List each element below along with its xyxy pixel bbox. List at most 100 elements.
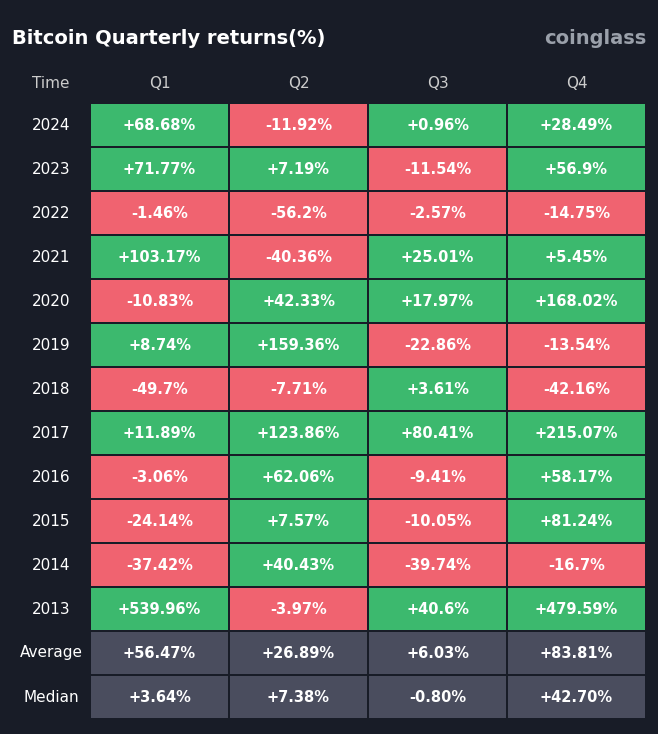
Text: +123.86%: +123.86% bbox=[257, 426, 340, 440]
Bar bbox=[91, 676, 228, 718]
Bar bbox=[230, 412, 367, 454]
Bar bbox=[230, 236, 367, 278]
Bar bbox=[91, 456, 228, 498]
Text: +7.57%: +7.57% bbox=[267, 514, 330, 528]
Text: -11.54%: -11.54% bbox=[404, 161, 471, 176]
Text: +58.17%: +58.17% bbox=[540, 470, 613, 484]
Text: +40.43%: +40.43% bbox=[262, 558, 335, 573]
Bar bbox=[369, 412, 506, 454]
Text: +42.33%: +42.33% bbox=[262, 294, 335, 308]
Text: +71.77%: +71.77% bbox=[123, 161, 196, 176]
Text: +56.9%: +56.9% bbox=[545, 161, 608, 176]
Text: coinglass: coinglass bbox=[544, 29, 646, 48]
Bar bbox=[91, 500, 228, 542]
Text: Median: Median bbox=[23, 689, 79, 705]
Text: -1.46%: -1.46% bbox=[131, 206, 188, 220]
Bar bbox=[508, 412, 645, 454]
Text: +7.19%: +7.19% bbox=[267, 161, 330, 176]
Text: +168.02%: +168.02% bbox=[535, 294, 619, 308]
Bar bbox=[91, 412, 228, 454]
Bar bbox=[369, 676, 506, 718]
Text: Q1: Q1 bbox=[149, 76, 170, 92]
Bar bbox=[230, 324, 367, 366]
Text: -0.80%: -0.80% bbox=[409, 689, 466, 705]
Text: -14.75%: -14.75% bbox=[543, 206, 610, 220]
Text: +17.97%: +17.97% bbox=[401, 294, 474, 308]
Bar bbox=[508, 456, 645, 498]
Bar bbox=[508, 544, 645, 586]
Text: 2017: 2017 bbox=[32, 426, 70, 440]
Bar bbox=[230, 104, 367, 146]
Text: +5.45%: +5.45% bbox=[545, 250, 608, 264]
Bar bbox=[230, 280, 367, 322]
Bar bbox=[508, 236, 645, 278]
Text: +3.61%: +3.61% bbox=[406, 382, 469, 396]
Text: 2019: 2019 bbox=[32, 338, 70, 352]
Text: +159.36%: +159.36% bbox=[257, 338, 340, 352]
Text: -2.57%: -2.57% bbox=[409, 206, 466, 220]
Bar bbox=[91, 236, 228, 278]
Text: -10.83%: -10.83% bbox=[126, 294, 193, 308]
Text: +68.68%: +68.68% bbox=[123, 117, 196, 133]
Text: +8.74%: +8.74% bbox=[128, 338, 191, 352]
Text: -49.7%: -49.7% bbox=[131, 382, 188, 396]
Text: -56.2%: -56.2% bbox=[270, 206, 327, 220]
Text: -42.16%: -42.16% bbox=[543, 382, 610, 396]
Text: +40.6%: +40.6% bbox=[406, 601, 469, 617]
Text: -11.92%: -11.92% bbox=[265, 117, 332, 133]
Text: 2013: 2013 bbox=[32, 601, 70, 617]
Text: -39.74%: -39.74% bbox=[404, 558, 471, 573]
Bar bbox=[508, 500, 645, 542]
Text: +539.96%: +539.96% bbox=[118, 601, 201, 617]
Bar bbox=[369, 236, 506, 278]
Bar bbox=[91, 148, 228, 190]
Bar bbox=[91, 632, 228, 674]
Text: +25.01%: +25.01% bbox=[401, 250, 474, 264]
Bar bbox=[508, 368, 645, 410]
Bar bbox=[91, 104, 228, 146]
Text: 2015: 2015 bbox=[32, 514, 70, 528]
Bar bbox=[230, 192, 367, 234]
Text: 2021: 2021 bbox=[32, 250, 70, 264]
Text: +83.81%: +83.81% bbox=[540, 645, 613, 661]
Text: Time: Time bbox=[32, 76, 70, 92]
Text: +0.96%: +0.96% bbox=[406, 117, 469, 133]
Text: +42.70%: +42.70% bbox=[540, 689, 613, 705]
Bar bbox=[508, 148, 645, 190]
Bar bbox=[230, 676, 367, 718]
Text: -7.71%: -7.71% bbox=[270, 382, 327, 396]
Bar bbox=[91, 280, 228, 322]
Bar bbox=[230, 588, 367, 630]
Bar bbox=[369, 368, 506, 410]
Text: +81.24%: +81.24% bbox=[540, 514, 613, 528]
Text: Bitcoin Quarterly returns(%): Bitcoin Quarterly returns(%) bbox=[12, 29, 325, 48]
Bar bbox=[508, 324, 645, 366]
Text: +7.38%: +7.38% bbox=[267, 689, 330, 705]
Text: 2020: 2020 bbox=[32, 294, 70, 308]
Text: +6.03%: +6.03% bbox=[406, 645, 469, 661]
Bar bbox=[508, 280, 645, 322]
Bar bbox=[508, 676, 645, 718]
Bar bbox=[369, 280, 506, 322]
Text: -16.7%: -16.7% bbox=[548, 558, 605, 573]
Text: 2016: 2016 bbox=[32, 470, 70, 484]
Text: Q4: Q4 bbox=[566, 76, 588, 92]
Text: Q3: Q3 bbox=[426, 76, 448, 92]
Text: 2023: 2023 bbox=[32, 161, 70, 176]
Text: +26.89%: +26.89% bbox=[262, 645, 335, 661]
Bar bbox=[91, 192, 228, 234]
Bar bbox=[230, 632, 367, 674]
Text: -24.14%: -24.14% bbox=[126, 514, 193, 528]
Bar bbox=[91, 588, 228, 630]
Bar bbox=[230, 148, 367, 190]
Text: +28.49%: +28.49% bbox=[540, 117, 613, 133]
Bar bbox=[230, 544, 367, 586]
Text: +56.47%: +56.47% bbox=[123, 645, 196, 661]
Text: -13.54%: -13.54% bbox=[543, 338, 610, 352]
Text: +215.07%: +215.07% bbox=[535, 426, 619, 440]
Text: +11.89%: +11.89% bbox=[123, 426, 196, 440]
Text: -40.36%: -40.36% bbox=[265, 250, 332, 264]
Bar bbox=[369, 192, 506, 234]
Text: +3.64%: +3.64% bbox=[128, 689, 191, 705]
Bar bbox=[369, 588, 506, 630]
